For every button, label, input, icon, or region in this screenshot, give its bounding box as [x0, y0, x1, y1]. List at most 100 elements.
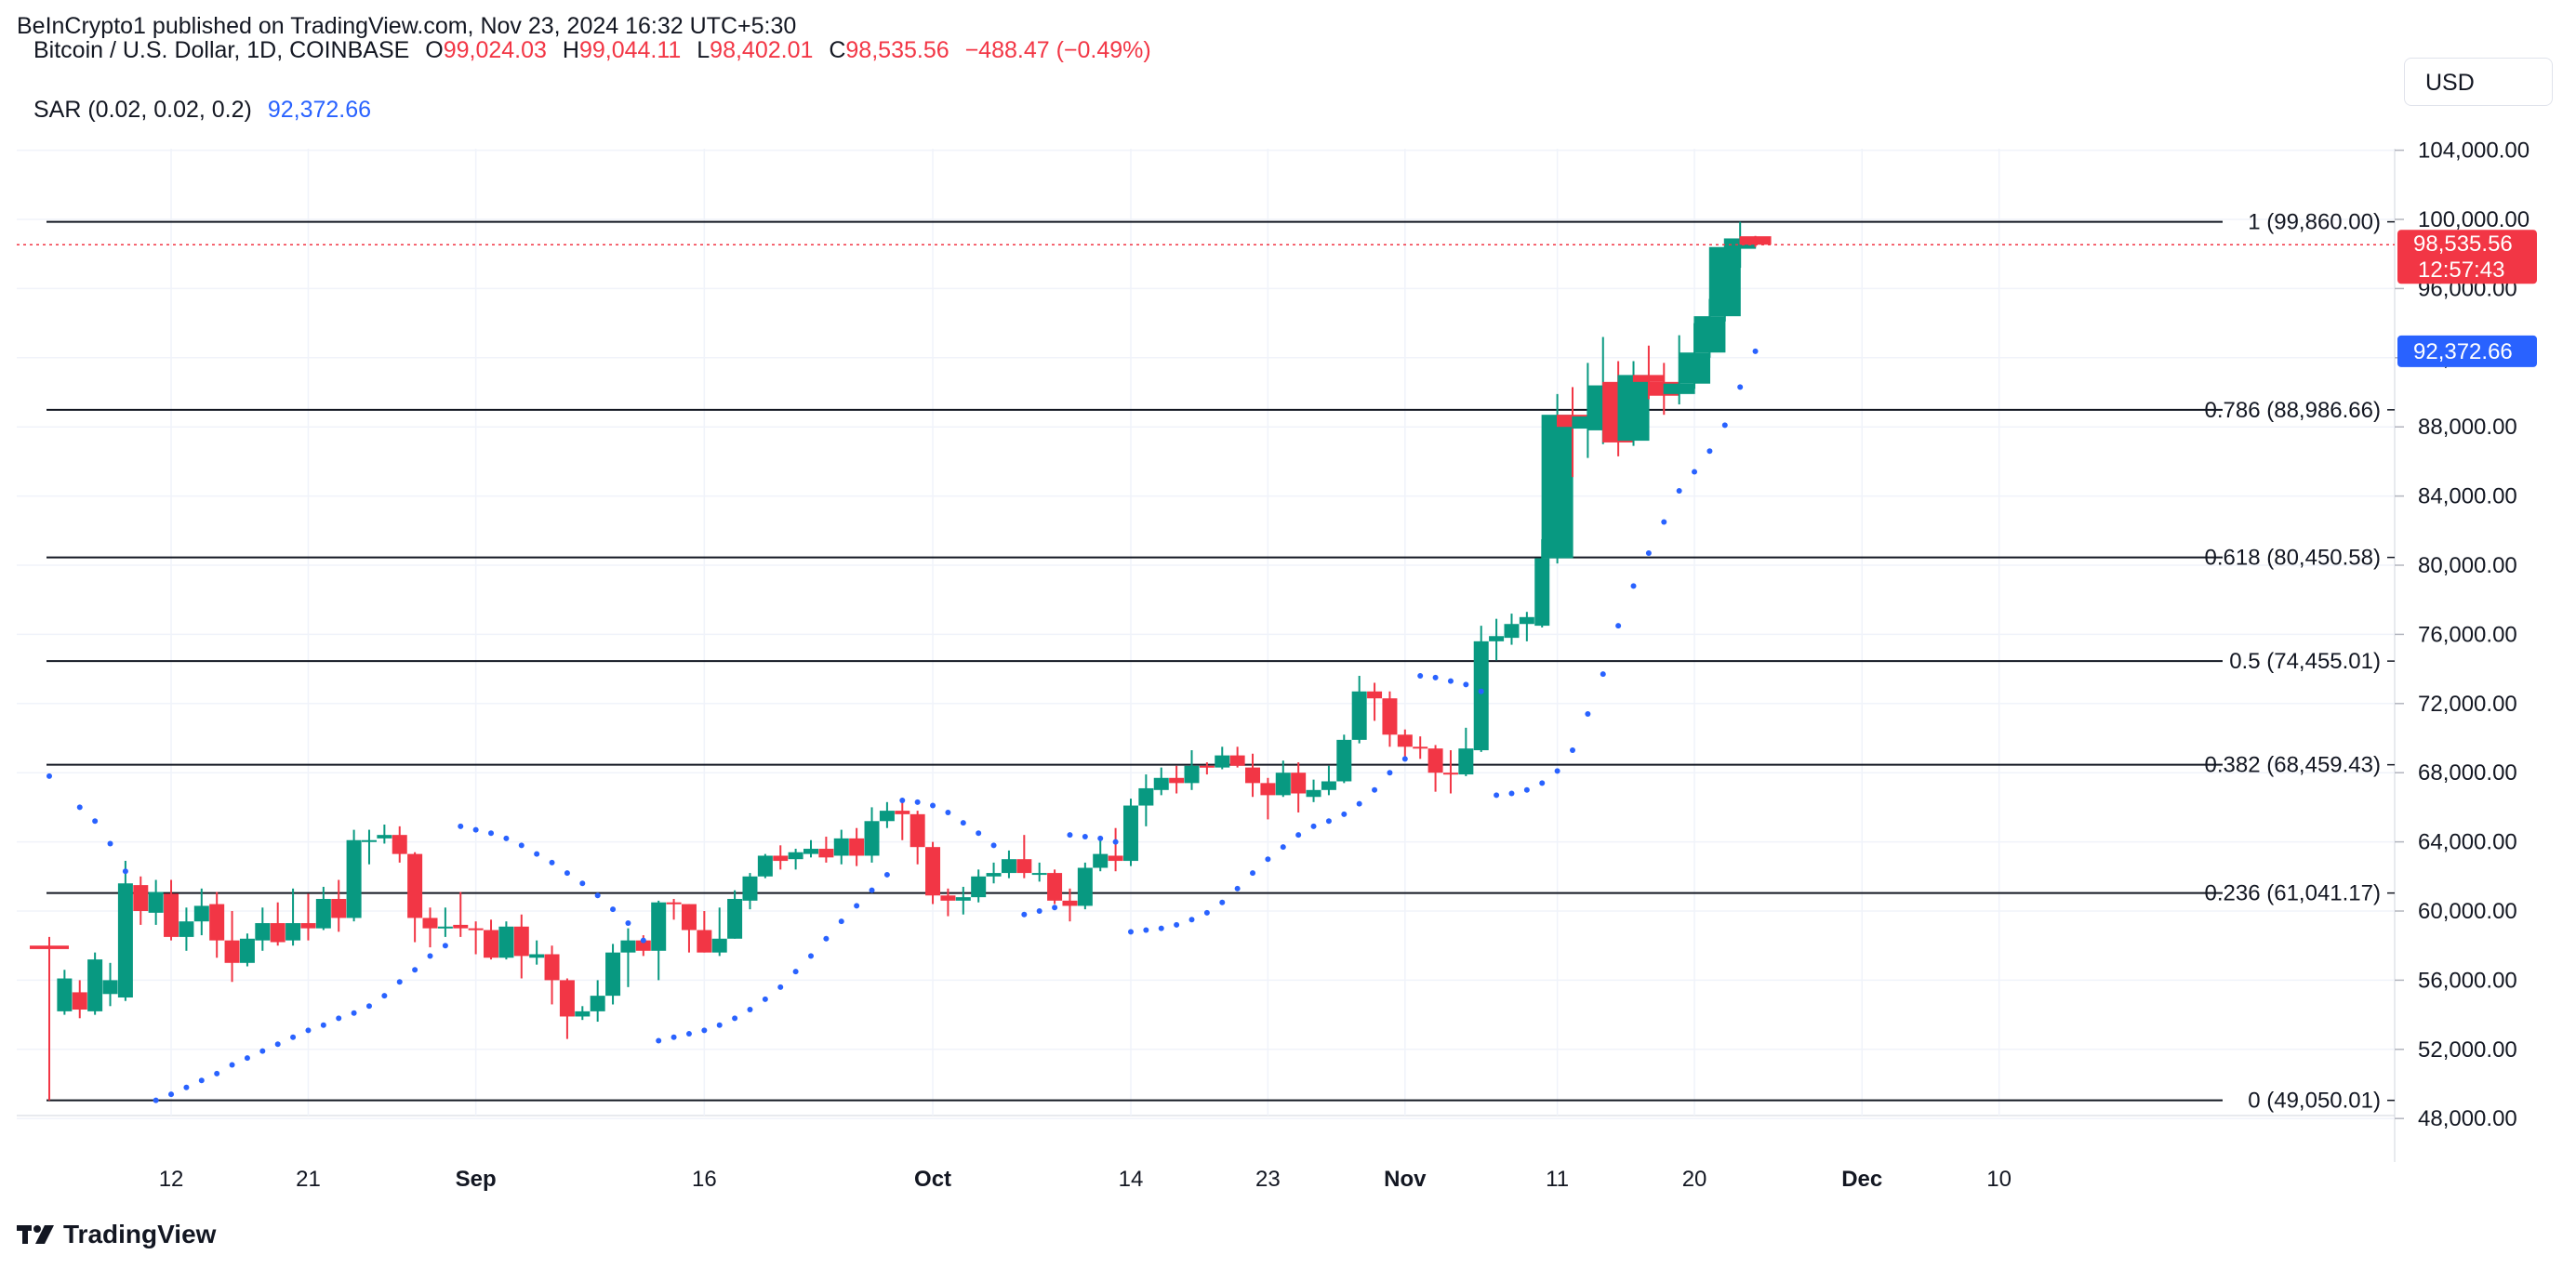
candle-body[interactable]: [1122, 805, 1138, 862]
candle-body[interactable]: [148, 892, 164, 913]
candle-body[interactable]: [1138, 787, 1154, 806]
candle-body[interactable]: [1489, 636, 1505, 641]
candle-body[interactable]: [1184, 765, 1200, 784]
candle-body[interactable]: [1306, 789, 1321, 798]
candle-body[interactable]: [620, 940, 636, 953]
candle-body[interactable]: [559, 980, 575, 1017]
candle-body[interactable]: [590, 996, 605, 1011]
candle-body[interactable]: [453, 924, 469, 929]
candle-body[interactable]: [681, 904, 697, 931]
candle-body[interactable]: [1108, 855, 1123, 862]
candle-body[interactable]: [879, 811, 895, 822]
candle-body[interactable]: [1016, 859, 1032, 874]
candle-body[interactable]: [773, 855, 789, 862]
candle-body[interactable]: [1679, 352, 1711, 384]
candle-body[interactable]: [788, 852, 803, 860]
candle-body[interactable]: [1169, 777, 1185, 784]
candle-body[interactable]: [1321, 781, 1336, 790]
candle-body[interactable]: [1153, 777, 1169, 790]
candle-body[interactable]: [1260, 783, 1276, 796]
tradingview-logo[interactable]: TradingView: [17, 1220, 216, 1249]
candle-body[interactable]: [422, 918, 438, 929]
candle-body[interactable]: [361, 839, 377, 842]
candle-body[interactable]: [102, 980, 118, 995]
candle-body[interactable]: [742, 876, 758, 901]
candle-body[interactable]: [1245, 767, 1261, 784]
candle-body[interactable]: [377, 835, 392, 839]
candle-body[interactable]: [255, 923, 271, 941]
candle-body[interactable]: [1031, 873, 1047, 876]
candle-body[interactable]: [315, 898, 331, 929]
candle-body[interactable]: [1541, 415, 1573, 559]
candle-body[interactable]: [87, 959, 103, 1011]
candle-body[interactable]: [72, 992, 87, 1010]
candle-body[interactable]: [1047, 873, 1063, 901]
candle-body[interactable]: [1229, 755, 1245, 766]
candle-body[interactable]: [1519, 616, 1534, 625]
candle-body[interactable]: [239, 938, 255, 963]
candle-body[interactable]: [1382, 698, 1398, 735]
candle-body[interactable]: [346, 839, 362, 918]
candle-body[interactable]: [1534, 558, 1550, 627]
candle-body[interactable]: [940, 895, 956, 901]
candle-body[interactable]: [1473, 641, 1489, 751]
candle-body[interactable]: [407, 853, 423, 918]
candle-body[interactable]: [925, 847, 941, 896]
candle-body[interactable]: [864, 821, 880, 856]
candle-body[interactable]: [1275, 773, 1291, 796]
candle-body[interactable]: [1001, 859, 1016, 874]
candle-body[interactable]: [575, 1010, 591, 1017]
candle-body[interactable]: [285, 923, 301, 941]
candle-body[interactable]: [1693, 316, 1726, 353]
sar-label[interactable]: SAR (0.02, 0.02, 0.2): [33, 97, 252, 123]
candle-body[interactable]: [895, 811, 910, 814]
candle-body[interactable]: [224, 940, 240, 963]
candle-body[interactable]: [910, 813, 925, 848]
candle-body[interactable]: [484, 930, 499, 958]
candle-body[interactable]: [437, 926, 453, 929]
candle-body[interactable]: [803, 849, 818, 854]
candle-body[interactable]: [1632, 375, 1665, 382]
candle-body[interactable]: [57, 978, 73, 1011]
candle-body[interactable]: [30, 945, 69, 949]
candle-body[interactable]: [1199, 765, 1215, 768]
candle-body[interactable]: [971, 876, 987, 898]
candle-body[interactable]: [727, 898, 743, 939]
candle-body[interactable]: [179, 921, 194, 937]
candle-body[interactable]: [1351, 691, 1367, 740]
candle-body[interactable]: [1397, 734, 1413, 747]
candle-body[interactable]: [849, 838, 865, 856]
price-chart[interactable]: 1 (99,860.00) 0.786 (88,986.66) 0.618 (80,…: [0, 0, 2576, 1209]
candle-body[interactable]: [1427, 748, 1443, 773]
candle-body[interactable]: [193, 905, 209, 922]
candle-body[interactable]: [1617, 375, 1650, 442]
candle-body[interactable]: [513, 926, 529, 957]
candle-body[interactable]: [1413, 746, 1428, 749]
candle-body[interactable]: [1504, 624, 1520, 639]
candle-body[interactable]: [1093, 853, 1109, 868]
candle-body[interactable]: [1663, 383, 1695, 394]
candle-body[interactable]: [468, 928, 484, 931]
candle-body[interactable]: [666, 902, 682, 905]
symbol-title[interactable]: Bitcoin / U.S. Dollar, 1D, COINBASE: [33, 37, 410, 63]
candle-body[interactable]: [1367, 691, 1383, 699]
candle-body[interactable]: [1458, 748, 1474, 775]
candle-body[interactable]: [1291, 773, 1307, 794]
candle-body[interactable]: [986, 873, 1002, 877]
candle-body[interactable]: [209, 904, 225, 941]
candle-body[interactable]: [651, 902, 667, 951]
candle-body[interactable]: [300, 923, 316, 929]
candle-body[interactable]: [164, 893, 179, 937]
candle-body[interactable]: [1708, 246, 1741, 317]
candle-body[interactable]: [1739, 236, 1772, 245]
candle-body[interactable]: [1062, 900, 1078, 906]
candle-body[interactable]: [270, 923, 285, 943]
candle-body[interactable]: [331, 898, 347, 918]
candle-body[interactable]: [818, 849, 834, 858]
candle-body[interactable]: [1215, 755, 1230, 768]
candle-body[interactable]: [1336, 739, 1352, 782]
currency-button[interactable]: USD: [2404, 58, 2553, 106]
candle-body[interactable]: [833, 838, 849, 856]
candle-body[interactable]: [544, 954, 560, 981]
candle-body[interactable]: [1442, 773, 1458, 775]
